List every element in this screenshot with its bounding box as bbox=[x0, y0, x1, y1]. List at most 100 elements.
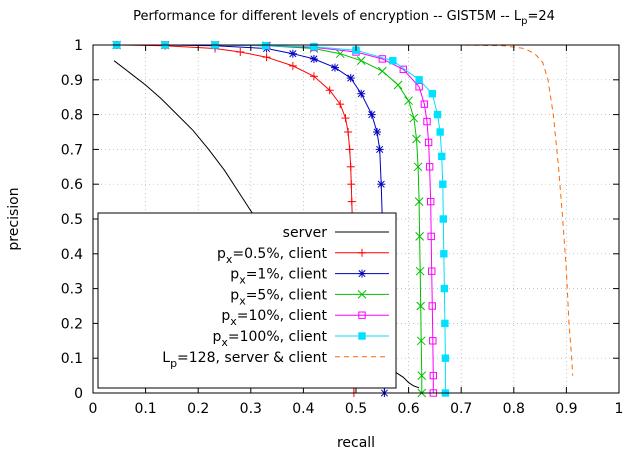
data-point bbox=[288, 61, 297, 70]
data-point bbox=[358, 332, 366, 340]
data-point bbox=[345, 145, 354, 154]
legend-entry: Lp=128, server & client bbox=[162, 350, 389, 370]
data-point bbox=[429, 371, 438, 380]
legend-label: px=10%, client bbox=[221, 308, 327, 328]
x-tick-label: 0.7 bbox=[450, 401, 472, 417]
marker-stroke bbox=[416, 301, 426, 311]
data-point bbox=[440, 284, 449, 293]
data-point bbox=[336, 100, 345, 109]
y-tick-label: 0.4 bbox=[61, 247, 83, 263]
data-point bbox=[310, 43, 318, 51]
data-point bbox=[309, 54, 318, 63]
legend-label-main: L bbox=[162, 350, 170, 366]
data-point bbox=[427, 232, 435, 241]
data-point bbox=[377, 66, 387, 76]
data-point bbox=[441, 319, 449, 328]
marker-stroke bbox=[393, 80, 403, 90]
marker-stroke bbox=[310, 55, 318, 63]
data-point bbox=[423, 117, 431, 126]
marker-stroke bbox=[358, 270, 366, 278]
data-point bbox=[367, 110, 376, 119]
x-tick-label: 0.4 bbox=[292, 401, 314, 417]
marker-stroke bbox=[377, 180, 385, 188]
series bbox=[114, 44, 574, 376]
data-point bbox=[438, 152, 446, 161]
marker-stroke bbox=[377, 66, 387, 76]
data-point bbox=[325, 86, 334, 95]
data-point bbox=[439, 180, 447, 188]
data-point bbox=[262, 53, 271, 62]
legend-label-main: p bbox=[230, 287, 239, 303]
data-point bbox=[415, 76, 423, 84]
legend-label-rest: =0.5%, client bbox=[232, 246, 327, 262]
marker-stroke bbox=[416, 336, 426, 346]
data-point bbox=[428, 90, 436, 98]
x-tick-label: 0.5 bbox=[345, 401, 367, 417]
legend-label-rest: =128, server & client bbox=[177, 350, 327, 366]
y-tick-label: 0.8 bbox=[61, 108, 83, 124]
marker-stroke bbox=[413, 162, 423, 172]
data-point bbox=[413, 162, 423, 172]
legend-label-subscript: x bbox=[239, 294, 246, 307]
data-point bbox=[358, 248, 366, 257]
marker-stroke bbox=[356, 56, 366, 66]
legend-label: px=100%, client bbox=[212, 329, 327, 349]
y-tick-label: 0.5 bbox=[61, 212, 83, 228]
marker-stroke bbox=[417, 371, 427, 380]
data-point bbox=[389, 56, 397, 65]
marker-stroke bbox=[412, 134, 421, 144]
title-main: Performance for different levels of encr… bbox=[133, 9, 522, 24]
title-subscript: p bbox=[521, 16, 527, 27]
legend-box bbox=[97, 212, 397, 389]
marker-stroke bbox=[409, 113, 419, 123]
data-point bbox=[441, 354, 450, 362]
data-point bbox=[346, 74, 355, 83]
x-axis-label: recall bbox=[337, 435, 375, 451]
data-point bbox=[412, 134, 421, 144]
marker-stroke bbox=[415, 232, 424, 241]
marker-stroke bbox=[373, 128, 381, 136]
data-point bbox=[375, 145, 384, 154]
data-point bbox=[426, 197, 435, 206]
data-point bbox=[341, 114, 350, 123]
y-axis-label: precision bbox=[6, 187, 22, 250]
legend-entry: px=100%, client bbox=[212, 329, 389, 349]
data-point bbox=[373, 128, 382, 136]
marker-stroke bbox=[404, 96, 413, 106]
data-point bbox=[439, 215, 448, 223]
x-tick-label: 0 bbox=[89, 401, 98, 417]
legend-label-subscript: x bbox=[239, 274, 246, 287]
data-point bbox=[357, 290, 367, 299]
y-tick-label: 0.1 bbox=[61, 351, 83, 367]
x-tick-label: 0.3 bbox=[240, 401, 262, 417]
legend-label-rest: =100%, client bbox=[228, 329, 328, 345]
data-point bbox=[417, 371, 427, 380]
title-suffix: =24 bbox=[527, 9, 554, 24]
marker-stroke bbox=[347, 74, 355, 82]
marker-stroke bbox=[368, 111, 376, 119]
data-point bbox=[346, 162, 355, 171]
series-layer bbox=[112, 40, 574, 398]
legend-entry: px=0.5%, client bbox=[217, 246, 389, 266]
data-point bbox=[429, 337, 437, 345]
y-tick-label: 0.2 bbox=[61, 316, 83, 332]
marker-stroke bbox=[331, 64, 339, 72]
legend-label-rest: =10%, client bbox=[237, 308, 328, 324]
legend-label-subscript: x bbox=[230, 315, 237, 328]
legend-entry: px=5%, client bbox=[230, 287, 389, 307]
legend-label: px=0.5%, client bbox=[217, 246, 328, 266]
marker-stroke bbox=[357, 90, 365, 98]
data-point bbox=[309, 72, 318, 81]
x-tick-label: 0.8 bbox=[503, 401, 525, 417]
data-point bbox=[344, 128, 353, 136]
axes: 0 0.1 0.2 0.3 0.4 0.5 0.6 0.7 0.8 0.9 1 0 0.1 0.2 0.3 0… bbox=[61, 38, 624, 417]
data-point bbox=[330, 63, 339, 72]
legend-label-main: server bbox=[283, 225, 328, 241]
legend-entry: px=10%, client bbox=[221, 308, 389, 328]
marker-stroke bbox=[415, 266, 425, 276]
y-tick-label: 0 bbox=[74, 386, 83, 402]
data-point bbox=[409, 113, 419, 123]
data-point bbox=[358, 269, 366, 278]
marker-stroke bbox=[357, 290, 367, 299]
